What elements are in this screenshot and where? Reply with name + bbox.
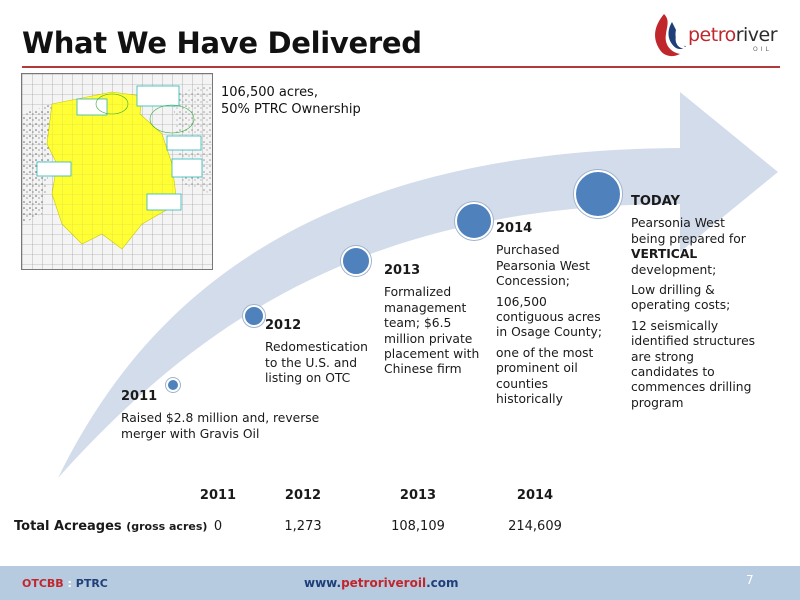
- milestone-dot-2012: [243, 305, 265, 327]
- milestone-text: Raised $2.8 million and, reverse merger …: [121, 411, 320, 441]
- map-drawing: [22, 74, 212, 269]
- milestone-text: Formalized management team; $6.5 million…: [384, 285, 480, 377]
- page-title: What We Have Delivered: [22, 26, 422, 60]
- acreage-value: 214,609: [508, 519, 562, 534]
- milestone-text: 12 seismically identified structures are…: [631, 318, 756, 410]
- website-link[interactable]: www.petroriveroil.com: [304, 576, 459, 590]
- logo-wordmark: petroriver: [688, 24, 778, 46]
- milestone-year: 2014: [496, 221, 533, 236]
- petroriver-logo-icon: [655, 14, 686, 57]
- milestone-text: Redomestication to the U.S. and listing …: [265, 340, 368, 386]
- acreage-value: 108,109: [391, 519, 445, 534]
- milestone-2011: 2011 Raised $2.8 million and, reverse me…: [121, 389, 331, 447]
- milestone-text: one of the most prominent oil counties h…: [496, 345, 594, 407]
- milestone-dot-2011: [166, 378, 180, 392]
- milestone-text: 106,500 contiguous acres in Osage County…: [496, 294, 602, 340]
- milestone-dot-2014: [455, 202, 493, 240]
- logo-subtext: OIL: [753, 46, 772, 53]
- title-divider: [22, 66, 780, 68]
- milestone-text: Purchased Pearsonia West Concession;: [496, 243, 590, 289]
- acreage-year-header: 2011: [199, 488, 237, 503]
- milestone-year: TODAY: [631, 194, 680, 209]
- milestone-2013: 2013 Formalized management team; $6.5 mi…: [384, 263, 488, 383]
- milestone-2012: 2012 Redomestication to the U.S. and lis…: [265, 318, 377, 392]
- acreage-value: 0: [213, 519, 223, 534]
- map-caption-line: 106,500 acres,: [221, 85, 318, 100]
- milestone-text: Pearsonia West being prepared for VERTIC…: [631, 216, 746, 277]
- acreage-year-header: 2012: [284, 488, 322, 503]
- acreage-value: 1,273: [284, 519, 322, 534]
- milestone-2014: 2014 Purchased Pearsonia West Concession…: [496, 221, 606, 412]
- map-caption-line: 50% PTRC Ownership: [221, 102, 361, 117]
- acreage-row-label: Total Acreages (gross acres): [14, 519, 208, 534]
- milestone-text: Low drilling & operating costs;: [631, 283, 731, 313]
- acreage-year-header: 2013: [399, 488, 437, 503]
- milestone-year: 2011: [121, 389, 158, 404]
- milestone-dot-2013: [341, 246, 371, 276]
- milestone-today: TODAY Pearsonia West being prepared for …: [631, 194, 763, 416]
- lease-map-image: [21, 73, 213, 270]
- ticker-label: OTCBB : PTRC: [22, 577, 108, 590]
- acreage-year-header: 2014: [516, 488, 554, 503]
- page-number: 7: [746, 573, 754, 587]
- milestone-dot-today: [574, 170, 622, 218]
- map-caption: 106,500 acres, 50% PTRC Ownership: [221, 84, 361, 118]
- footer-bar: OTCBB : PTRC www.petroriveroil.com 7: [0, 566, 800, 600]
- milestone-year: 2013: [384, 263, 421, 278]
- milestone-year: 2012: [265, 318, 302, 333]
